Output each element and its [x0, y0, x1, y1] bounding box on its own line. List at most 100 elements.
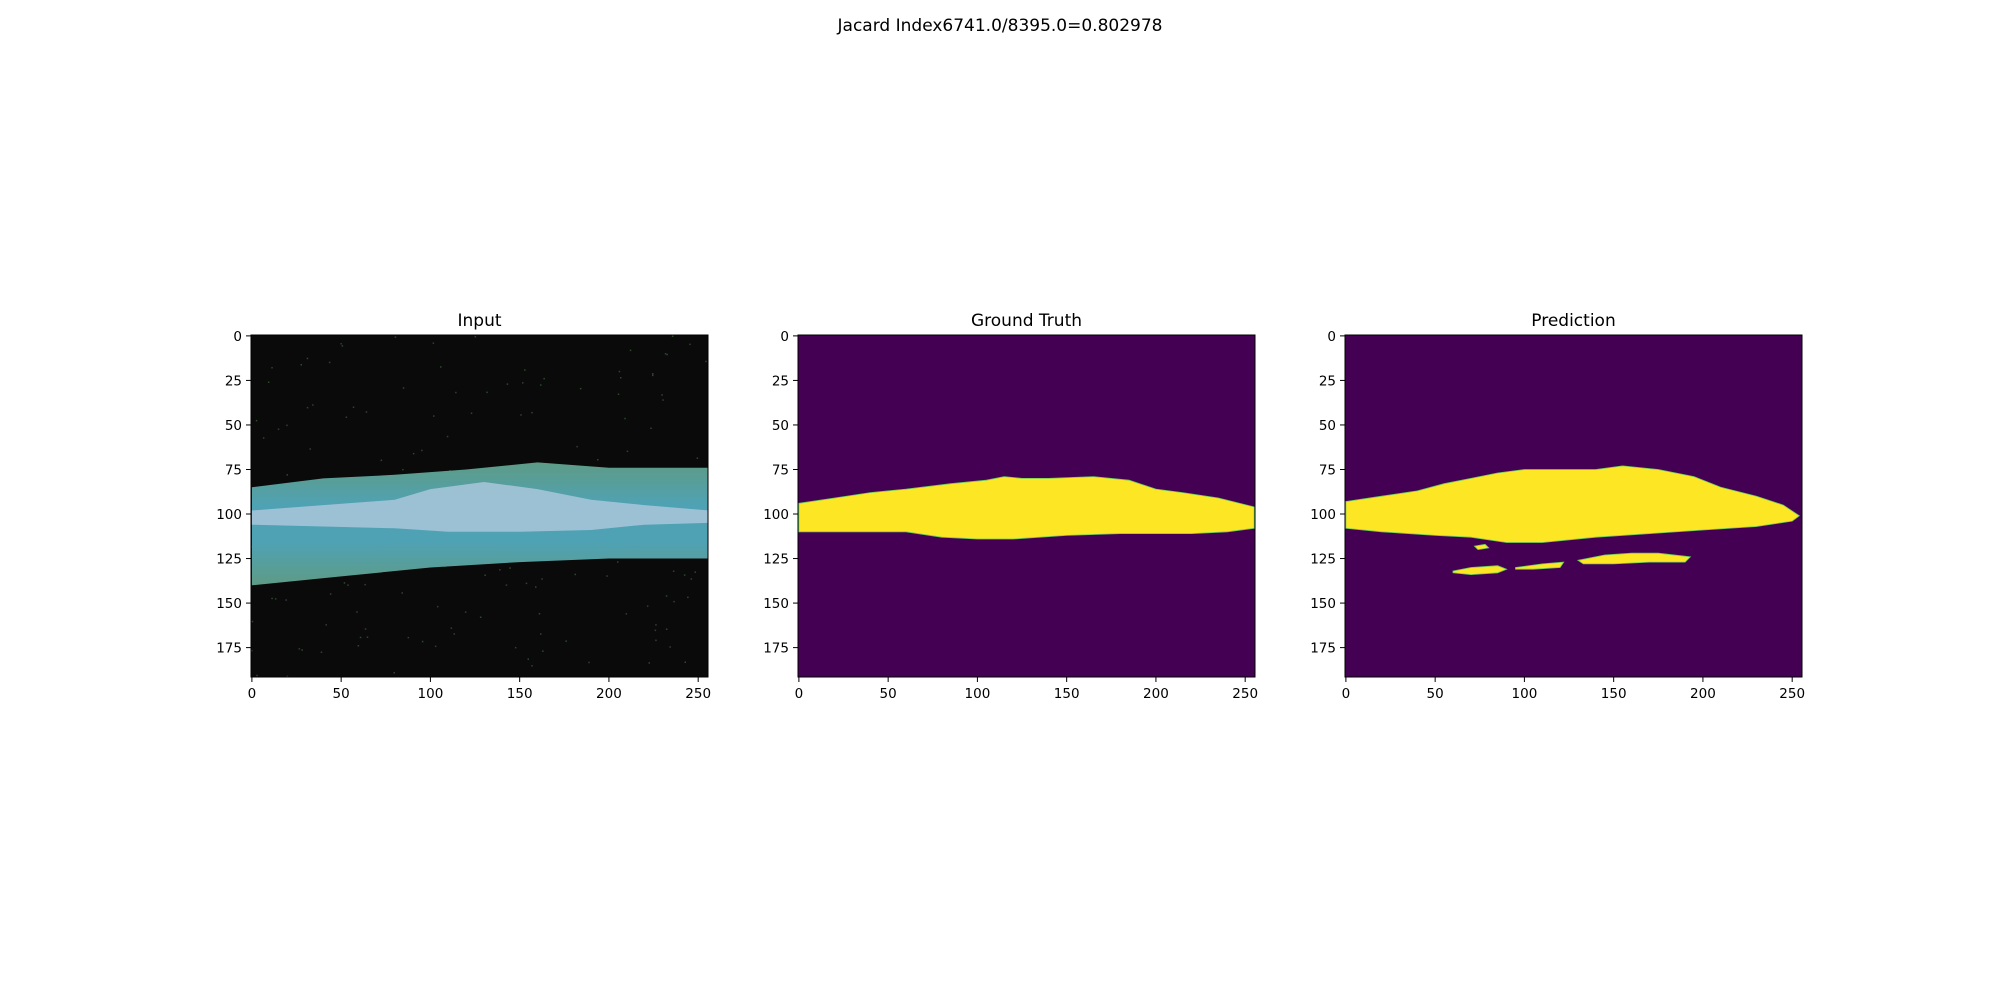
x-tick-label: 100: [965, 686, 991, 702]
noise-speck: [687, 596, 689, 599]
noise-speck: [506, 383, 509, 385]
noise-speck: [669, 646, 671, 648]
noise-speck: [359, 636, 362, 639]
noise-speck: [434, 645, 437, 648]
y-tick-label: 25: [772, 373, 789, 389]
panel-title: Prediction: [1531, 311, 1615, 331]
y-tick-label: 125: [1310, 552, 1336, 568]
noise-speck: [345, 416, 348, 418]
noise-speck: [347, 584, 349, 586]
noise-speck: [620, 377, 622, 379]
y-tick-label: 125: [763, 552, 789, 568]
y-tick-label: 150: [1310, 596, 1336, 612]
noise-speck: [541, 578, 543, 580]
noise-speck: [624, 417, 626, 420]
y-tick-label: 75: [1319, 462, 1336, 478]
noise-speck: [626, 450, 629, 453]
noise-speck: [683, 574, 686, 576]
noise-speck: [455, 391, 457, 394]
noise-speck: [306, 357, 309, 360]
noise-speck: [540, 384, 542, 386]
noise-speck: [412, 452, 415, 455]
noise-speck: [255, 419, 258, 422]
noise-speck: [597, 459, 599, 461]
noise-speck: [298, 648, 301, 650]
y-tick-label: 175: [1310, 641, 1336, 657]
noise-speck: [329, 593, 332, 595]
noise-speck: [625, 613, 628, 615]
noise-speck: [366, 636, 369, 638]
noise-speck: [470, 412, 473, 414]
x-tick-label: 50: [333, 686, 350, 702]
noise-speck: [251, 620, 254, 623]
x-tick-label: 250: [685, 686, 711, 702]
noise-speck: [464, 611, 467, 613]
panel-prediction: Prediction 0 50 100 150 200 250 0 25 50 75 100 125 15…: [1310, 311, 1805, 702]
noise-speck: [364, 583, 366, 586]
x-tick-label: 250: [1232, 686, 1258, 702]
figure-title: Jacard Index6741.0/8395.0=0.802978: [837, 16, 1163, 36]
image-area: [798, 335, 1255, 677]
noise-speck: [402, 468, 404, 471]
noise-speck: [543, 377, 545, 380]
x-tick-label: 50: [880, 686, 897, 702]
noise-speck: [393, 672, 395, 674]
x-tick-label: 150: [507, 686, 533, 702]
x-tick-label: 50: [1427, 686, 1444, 702]
noise-speck: [446, 435, 449, 438]
noise-speck: [450, 627, 453, 629]
y-tick-label: 25: [1319, 373, 1336, 389]
noise-speck: [306, 406, 309, 409]
mask-region-3: [1515, 561, 1565, 570]
noise-speck: [540, 633, 542, 635]
noise-speck: [672, 570, 675, 572]
mask-region-4: [1576, 552, 1692, 565]
noise-speck: [479, 616, 482, 618]
y-tick-label: 0: [1327, 329, 1336, 345]
noise-speck: [421, 449, 423, 452]
noise-speck: [453, 633, 455, 635]
noise-speck: [365, 411, 368, 413]
noise-speck: [394, 336, 397, 338]
noise-speck: [671, 335, 674, 337]
noise-speck: [356, 611, 358, 613]
noise-speck: [286, 474, 288, 476]
noise-speck: [440, 366, 442, 368]
noise-speck: [436, 605, 439, 608]
noise-speck: [684, 661, 686, 663]
y-tick-label: 50: [1319, 418, 1336, 434]
noise-speck: [341, 345, 344, 347]
noise-speck: [694, 571, 696, 573]
y-tick-label: 0: [233, 329, 242, 345]
x-tick-label: 0: [1342, 686, 1351, 702]
noise-speck: [650, 427, 652, 429]
noise-speck: [312, 404, 314, 406]
noise-speck: [664, 353, 667, 355]
panel-ground-truth: Ground Truth 0 50 100 150 200 250 0 25 50 75 100 125…: [763, 311, 1258, 702]
noise-speck: [666, 353, 668, 356]
noise-speck: [606, 575, 608, 577]
noise-speck: [256, 674, 258, 677]
noise-speck: [655, 624, 657, 626]
y-tick-label: 25: [225, 373, 242, 389]
noise-speck: [325, 624, 327, 626]
x-tick-label: 250: [1779, 686, 1805, 702]
noise-speck: [618, 370, 621, 373]
noise-speck: [652, 374, 654, 377]
noise-speck: [271, 367, 273, 369]
noise-speck: [565, 640, 567, 642]
noise-speck: [401, 592, 403, 594]
noise-speck: [652, 373, 654, 375]
y-tick-label: 150: [216, 596, 242, 612]
x-tick-label: 150: [1054, 686, 1080, 702]
noise-speck: [524, 369, 526, 371]
x-tick-label: 200: [596, 686, 622, 702]
y-tick-label: 75: [225, 462, 242, 478]
noise-speck: [535, 586, 537, 588]
noise-speck: [665, 628, 668, 630]
noise-speck: [520, 414, 522, 416]
noise-speck: [673, 600, 675, 603]
x-tick-label: 100: [418, 686, 444, 702]
x-tick-label: 200: [1690, 686, 1716, 702]
